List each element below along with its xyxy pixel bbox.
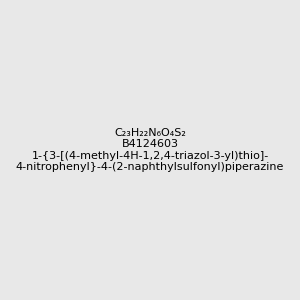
Text: C₂₃H₂₂N₆O₄S₂
B4124603
1-{3-[(4-methyl-4H-1,2,4-triazol-3-yl)thio]-
4-nitrophenyl: C₂₃H₂₂N₆O₄S₂ B4124603 1-{3-[(4-methyl-4H… <box>16 128 284 172</box>
